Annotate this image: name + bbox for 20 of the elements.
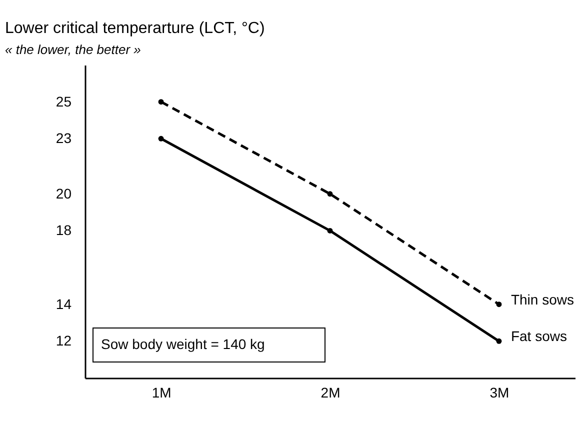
x-tick-label: 1M xyxy=(152,384,172,400)
point xyxy=(327,191,333,197)
x-tick-label: 2M xyxy=(320,384,340,400)
series-label: Thin sows xyxy=(510,291,574,308)
chart-subtitle: « the lower, the better » xyxy=(5,42,141,57)
y-tick-label: 12 xyxy=(56,332,72,349)
point xyxy=(327,228,333,234)
annotation: Sow body weight = 140 kg xyxy=(101,336,265,352)
y-tick-label: 20 xyxy=(56,185,72,202)
y-tick-label: 18 xyxy=(56,222,72,238)
y-tick-label: 25 xyxy=(56,93,72,110)
x-tick-label: 3M xyxy=(490,384,510,400)
series-label: Fat sows xyxy=(510,328,567,344)
y-tick-label: 14 xyxy=(56,296,72,312)
point xyxy=(496,302,502,308)
point xyxy=(158,99,164,105)
point xyxy=(158,136,164,142)
chart-title: Lower critical temperarture (LCT, °C) xyxy=(5,20,265,37)
y-tick-label: 23 xyxy=(56,130,72,146)
point xyxy=(496,338,502,344)
